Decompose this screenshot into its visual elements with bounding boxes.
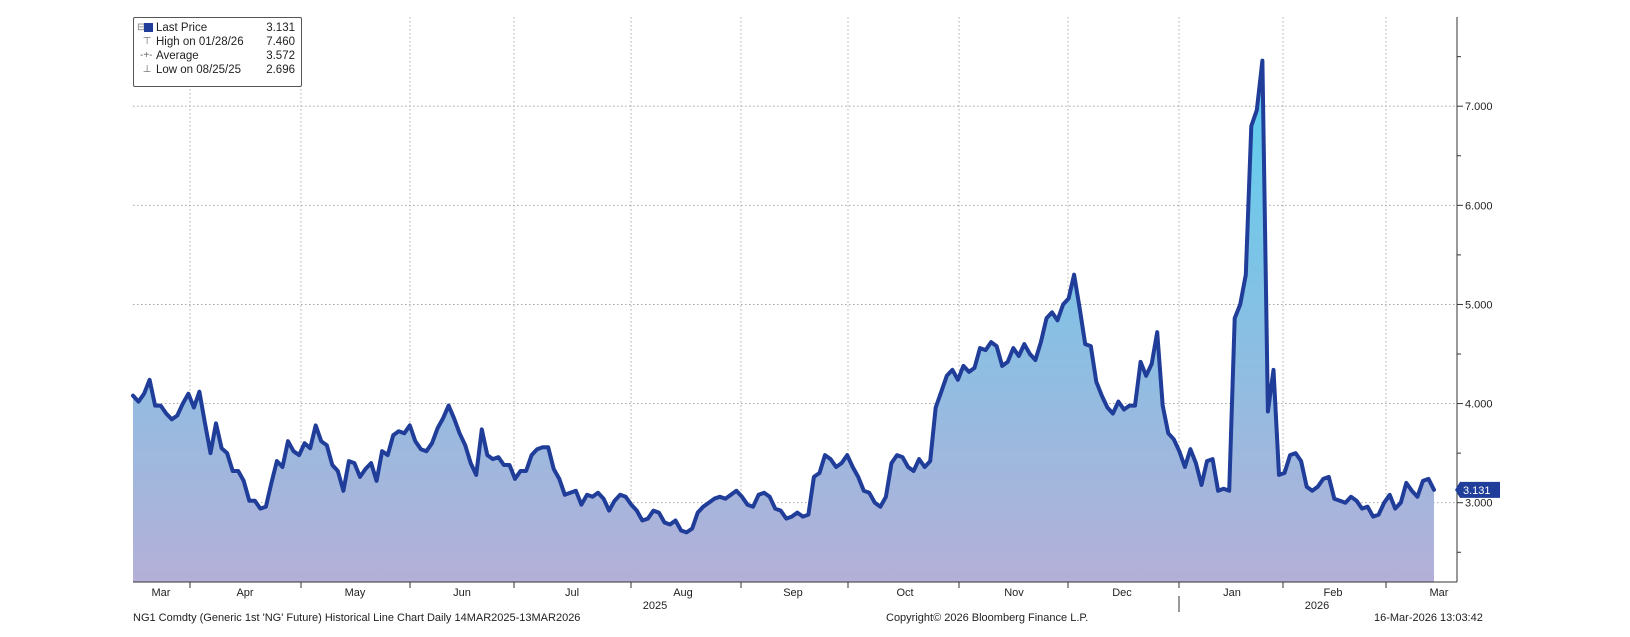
- x-month-label: Feb: [1324, 587, 1343, 599]
- low-marker-icon: ⊥: [140, 64, 152, 75]
- legend-row-low: ⊥ Low on 08/25/25 2.696: [140, 63, 295, 77]
- legend-label: Last Price: [156, 22, 208, 34]
- legend-value: 7.460: [266, 36, 295, 48]
- legend-label: Low on 08/25/25: [156, 64, 242, 76]
- x-month-label: Dec: [1112, 587, 1132, 599]
- y-tick-label: 6.000: [1465, 200, 1493, 212]
- average-marker-icon: -+-: [140, 50, 153, 61]
- legend-value: 3.572: [266, 50, 295, 62]
- legend-value: 2.696: [266, 64, 295, 76]
- y-axis-ticks: 3.000 4.000 5.000 6.000 7.000: [1457, 56, 1493, 553]
- y-tick-label: 4.000: [1465, 399, 1493, 411]
- copyright-text: Copyright© 2026 Bloomberg Finance L.P.: [886, 612, 1089, 624]
- x-month-label: Mar: [152, 587, 171, 599]
- chart-description: NG1 Comdty (Generic 1st 'NG' Future) His…: [133, 612, 581, 624]
- x-axis-ticks: Mar Apr May Jun Jul Aug Sep Oct Nov Dec Jan Feb Mar 2…: [152, 582, 1449, 612]
- x-month-label: Apr: [236, 587, 253, 599]
- x-month-label: Jul: [565, 587, 579, 599]
- last-price-label: 3.131: [1463, 485, 1491, 497]
- timestamp: 16-Mar-2026 13:03:42: [1374, 612, 1483, 624]
- high-marker-icon: ⊤: [140, 36, 152, 47]
- price-series-line: [131, 58, 1436, 535]
- legend-label: Average: [156, 50, 199, 62]
- y-tick-label: 3.000: [1465, 498, 1493, 510]
- legend: ⊟ Last Price 3.131 ⊤ High on 01/28/26 7.…: [133, 17, 302, 87]
- x-year-label: 2025: [643, 600, 667, 612]
- collapse-icon[interactable]: ⊟: [137, 21, 156, 35]
- series-swatch-icon: [144, 23, 153, 32]
- legend-value: 3.131: [266, 22, 295, 34]
- legend-row-last-price: ⊟ Last Price 3.131: [137, 21, 295, 35]
- x-month-label: Nov: [1004, 587, 1024, 599]
- x-month-label: Aug: [673, 587, 693, 599]
- last-price-marker: 3.131: [1455, 481, 1500, 498]
- legend-row-average: -+- Average 3.572: [140, 49, 295, 63]
- x-month-label: Sep: [783, 587, 803, 599]
- y-tick-label: 5.000: [1465, 299, 1493, 311]
- y-tick-label: 7.000: [1465, 101, 1493, 113]
- x-month-label: Jan: [1223, 587, 1241, 599]
- price-area-fill: [133, 60, 1434, 583]
- x-month-label: Oct: [896, 587, 913, 599]
- x-month-label: May: [345, 587, 366, 599]
- x-year-label: 2026: [1305, 600, 1329, 612]
- legend-row-high: ⊤ High on 01/28/26 7.460: [140, 35, 295, 49]
- x-month-label: Mar: [1430, 587, 1449, 599]
- x-month-label: Jun: [453, 587, 471, 599]
- legend-label: High on 01/28/26: [156, 36, 244, 48]
